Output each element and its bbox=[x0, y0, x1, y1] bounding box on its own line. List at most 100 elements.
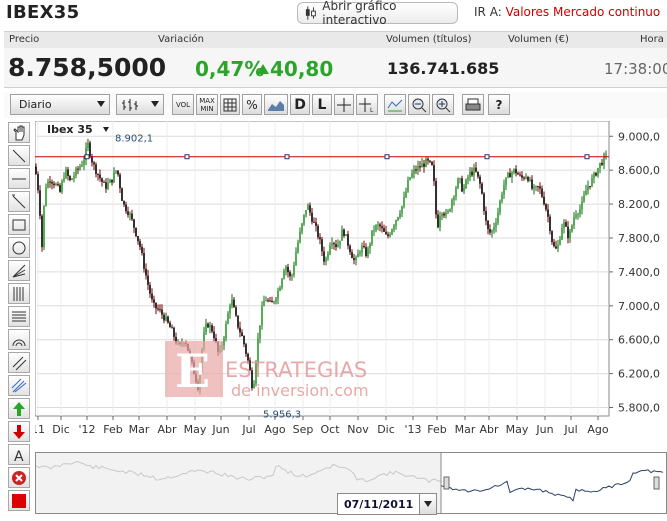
candle-body bbox=[527, 176, 529, 181]
tool-line-button[interactable] bbox=[8, 145, 30, 166]
candle-body bbox=[49, 181, 51, 183]
candle-body bbox=[489, 229, 491, 233]
chart-title[interactable]: Ibex 35 bbox=[47, 123, 93, 136]
candle-body bbox=[501, 194, 503, 202]
tool-text-button[interactable]: A bbox=[8, 444, 30, 465]
candle-body bbox=[595, 172, 597, 176]
candle-body bbox=[511, 172, 513, 178]
tool-diagonal-line-button[interactable] bbox=[8, 191, 30, 212]
x-tick-label: Oct bbox=[320, 423, 340, 436]
candle-body bbox=[127, 211, 129, 215]
candle-body bbox=[145, 268, 147, 276]
x-tick-label: Ago bbox=[587, 423, 609, 436]
date-picker[interactable]: 07/11/2011 bbox=[337, 493, 437, 515]
tool-parallel-lines-button[interactable] bbox=[8, 352, 30, 373]
resistance-handle bbox=[284, 154, 290, 160]
y-tick-label: 9.000,0 bbox=[618, 130, 660, 143]
candle-body bbox=[303, 214, 305, 224]
tool-fan-button[interactable] bbox=[8, 260, 30, 281]
x-tick-label: Jul bbox=[563, 423, 577, 436]
chart-type-select[interactable] bbox=[116, 94, 164, 115]
candle-body bbox=[565, 222, 567, 227]
candle-body bbox=[381, 226, 383, 229]
price-chart[interactable]: 9.000,0 8.600,0 8.200,0 7.800,0 7.400,0 7.000… bbox=[31, 120, 667, 439]
tool-circle-button[interactable] bbox=[8, 237, 30, 258]
volume-value: 136.741.685 bbox=[387, 59, 500, 78]
tool-arc-button[interactable] bbox=[8, 329, 30, 350]
candle-body bbox=[589, 186, 591, 188]
candle-body bbox=[485, 211, 487, 221]
candle-body bbox=[463, 187, 465, 192]
candle-body bbox=[317, 225, 319, 238]
ticker-link[interactable]: Valores Mercado continuo bbox=[505, 5, 661, 19]
date-navigator[interactable] bbox=[35, 452, 667, 514]
crosshair-label-button[interactable]: L bbox=[356, 94, 378, 115]
period-select[interactable]: Diario bbox=[10, 94, 110, 115]
date-dropdown-button[interactable] bbox=[419, 494, 436, 514]
daily-button[interactable]: D bbox=[290, 94, 310, 115]
candle-body bbox=[391, 229, 393, 235]
zoom-out-button[interactable] bbox=[408, 94, 430, 115]
label-time: Hora bbox=[640, 34, 664, 45]
zoom-in-button[interactable] bbox=[432, 94, 454, 115]
indicator-button[interactable] bbox=[384, 94, 406, 115]
candle-body bbox=[37, 174, 39, 191]
candle-body bbox=[95, 164, 97, 174]
tool-color-button[interactable] bbox=[8, 490, 30, 511]
arc-icon bbox=[12, 339, 26, 346]
candle-body bbox=[237, 315, 239, 328]
ticker-ir-a[interactable]: IR A: Valores Mercado continuo bbox=[474, 5, 660, 19]
candle-body bbox=[585, 190, 587, 196]
candle-body bbox=[157, 308, 159, 310]
tool-fibonacci-button[interactable] bbox=[8, 283, 30, 304]
print-button[interactable] bbox=[462, 94, 484, 115]
candle-body bbox=[121, 188, 123, 201]
candle-body bbox=[223, 338, 225, 346]
area-chart-button[interactable] bbox=[264, 94, 288, 115]
tool-delete-button[interactable] bbox=[8, 467, 30, 488]
candle-body bbox=[143, 253, 145, 269]
x-tick-label: Jun bbox=[535, 423, 553, 436]
candle-body bbox=[561, 227, 563, 240]
candle-body bbox=[53, 183, 55, 186]
grid-button[interactable] bbox=[220, 94, 240, 115]
tool-hand-button[interactable] bbox=[8, 122, 30, 143]
x-tick-label: 11 bbox=[35, 423, 45, 436]
candle-body bbox=[323, 251, 325, 262]
help-button[interactable]: ? bbox=[488, 94, 510, 115]
x-tick-label: Jul bbox=[241, 423, 255, 436]
maxmin-button[interactable]: MAX MIN bbox=[196, 94, 218, 115]
log-button[interactable]: L bbox=[312, 94, 332, 115]
ticker-prefix: IR A: bbox=[474, 5, 502, 19]
tool-horizontal-grid-button[interactable] bbox=[8, 306, 30, 327]
tool-arrow-up-button[interactable] bbox=[8, 398, 30, 419]
candle-body bbox=[461, 178, 463, 192]
candle-body bbox=[591, 177, 593, 187]
candle-body bbox=[147, 275, 149, 285]
candle-body bbox=[431, 161, 433, 166]
label-variation: Variación bbox=[158, 34, 204, 45]
open-interactive-chart-button[interactable]: Abrir gráfico interactivo bbox=[297, 0, 458, 27]
tool-rectangle-button[interactable] bbox=[8, 214, 30, 235]
candle-body bbox=[353, 258, 355, 261]
tool-horizontal-line-button[interactable] bbox=[8, 168, 30, 189]
x-tick-label: Mar bbox=[129, 423, 150, 436]
percent-button[interactable]: % bbox=[242, 94, 262, 115]
candle-body bbox=[365, 247, 367, 257]
y-tick-label: 7.000,0 bbox=[618, 300, 660, 313]
candle-body bbox=[371, 230, 373, 245]
tool-andrews-pitchfork-button[interactable] bbox=[8, 375, 30, 396]
navigator-active-region bbox=[441, 453, 666, 513]
line-icon bbox=[12, 149, 26, 162]
change-percent: 0,47% bbox=[195, 57, 265, 81]
quote-header: Precio Variación Volumen (títulos) Volum… bbox=[4, 31, 667, 48]
navigator-right-handle bbox=[653, 476, 660, 490]
candle-body bbox=[345, 234, 347, 237]
candle-body bbox=[137, 236, 139, 242]
candle-body bbox=[479, 176, 481, 184]
crosshair-button[interactable] bbox=[334, 94, 354, 115]
candle-body bbox=[125, 204, 127, 212]
volume-button[interactable]: VOL bbox=[172, 94, 194, 115]
tool-arrow-down-button[interactable] bbox=[8, 421, 30, 442]
x-tick-label: Jun bbox=[211, 423, 229, 436]
